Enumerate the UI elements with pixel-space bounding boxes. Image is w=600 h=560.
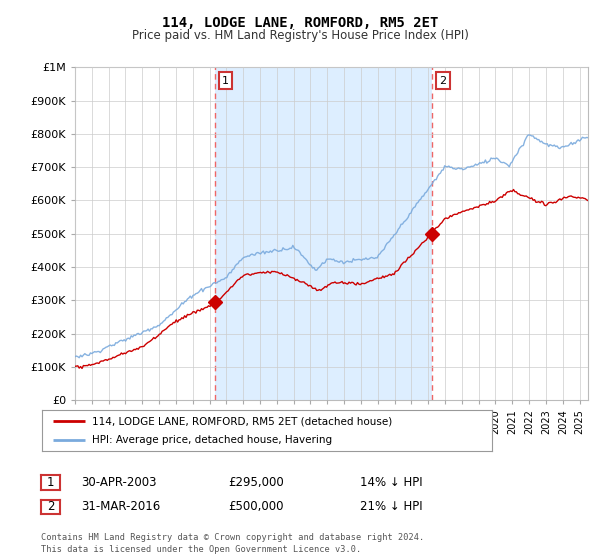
- Text: HPI: Average price, detached house, Havering: HPI: Average price, detached house, Have…: [92, 435, 332, 445]
- Text: 1: 1: [47, 476, 54, 489]
- Text: 30-APR-2003: 30-APR-2003: [81, 476, 157, 489]
- Text: Contains HM Land Registry data © Crown copyright and database right 2024.
This d: Contains HM Land Registry data © Crown c…: [41, 533, 424, 554]
- Text: £500,000: £500,000: [228, 500, 284, 514]
- Text: 1: 1: [222, 76, 229, 86]
- Text: 31-MAR-2016: 31-MAR-2016: [81, 500, 160, 514]
- Text: 21% ↓ HPI: 21% ↓ HPI: [360, 500, 422, 514]
- Text: 114, LODGE LANE, ROMFORD, RM5 2ET (detached house): 114, LODGE LANE, ROMFORD, RM5 2ET (detac…: [92, 417, 392, 426]
- Text: Price paid vs. HM Land Registry's House Price Index (HPI): Price paid vs. HM Land Registry's House …: [131, 29, 469, 42]
- Text: 114, LODGE LANE, ROMFORD, RM5 2ET: 114, LODGE LANE, ROMFORD, RM5 2ET: [162, 16, 438, 30]
- Bar: [215, 67, 433, 400]
- Text: 14% ↓ HPI: 14% ↓ HPI: [360, 476, 422, 489]
- Text: £295,000: £295,000: [228, 476, 284, 489]
- Text: 2: 2: [47, 500, 54, 514]
- Text: 2: 2: [439, 76, 446, 86]
